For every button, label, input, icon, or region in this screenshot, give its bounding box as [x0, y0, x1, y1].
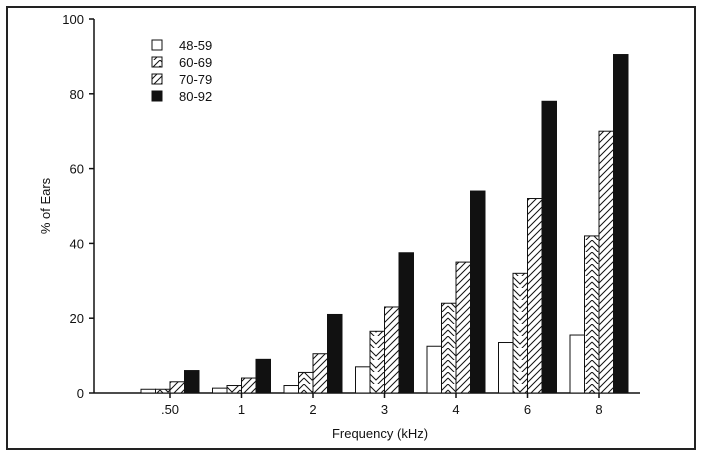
bar-60-69-8 [584, 235, 600, 394]
bar-80-92-3 [398, 252, 414, 394]
legend-label-70-79: 70-79 [179, 72, 212, 87]
x-tick-label: 4 [452, 402, 459, 417]
x-tick-label: 1 [238, 402, 245, 417]
bar-80-92-6 [541, 100, 557, 394]
bar-48-59-6 [498, 342, 514, 394]
y-tick-label: 60 [70, 162, 84, 177]
legend-swatch-80-92 [151, 90, 163, 102]
bar-80-92-1 [255, 358, 271, 394]
y-axis-title: % of Ears [38, 177, 53, 234]
chart-frame [6, 6, 696, 450]
legend-label-48-59: 48-59 [179, 38, 212, 53]
bar-48-59-3 [355, 366, 371, 394]
y-tick-label: 80 [70, 87, 84, 102]
bar-80-92-4 [470, 190, 486, 394]
legend: 48-59 60-69 70-79 80-92 [151, 38, 212, 104]
legend-swatch-70-79 [151, 73, 163, 85]
bar-70-79-4 [455, 261, 471, 394]
x-axis-title: Frequency (kHz) [332, 426, 428, 441]
bar-60-69-6 [512, 272, 528, 394]
y-tick-label: 40 [70, 236, 84, 251]
x-tick-label: 2 [309, 402, 316, 417]
bar-80-92-2 [327, 313, 343, 394]
x-tick-label: 6 [524, 402, 531, 417]
bar-48-59-1 [212, 387, 228, 394]
legend-label-80-92: 80-92 [179, 89, 212, 104]
x-axis: .50 1 2 3 4 6 8 [94, 392, 640, 417]
bar-80-92-8 [613, 54, 629, 394]
bar-60-69-.50 [155, 388, 171, 394]
x-tick-label: .50 [161, 402, 179, 417]
bar-48-59-8 [569, 334, 585, 394]
bar-80-92-.50 [184, 370, 200, 394]
bar-60-69-1 [226, 385, 242, 394]
legend-label-60-69: 60-69 [179, 55, 212, 70]
bar-48-59-4 [426, 345, 442, 394]
y-axis: 0 20 40 60 80 100 [62, 12, 95, 401]
bar-70-79-.50 [169, 381, 185, 394]
bar-48-59-2 [283, 385, 299, 394]
bar-60-69-2 [298, 371, 314, 394]
legend-swatch-48-59 [151, 39, 163, 51]
bar-70-79-1 [241, 377, 257, 394]
y-tick-label: 100 [62, 12, 84, 27]
bar-70-79-8 [598, 130, 614, 394]
legend-swatch-60-69 [151, 56, 163, 68]
bar-60-69-3 [369, 330, 385, 394]
bar-70-79-2 [312, 353, 328, 394]
y-tick-label: 20 [70, 311, 84, 326]
x-tick-label: 3 [381, 402, 388, 417]
bar-series-group [140, 54, 629, 394]
y-tick-label: 0 [77, 386, 84, 401]
bar-70-79-3 [384, 306, 400, 394]
bar-60-69-4 [441, 302, 457, 394]
x-tick-label: 8 [595, 402, 602, 417]
bar-70-79-6 [527, 198, 543, 394]
bar-48-59-.50 [140, 388, 156, 394]
